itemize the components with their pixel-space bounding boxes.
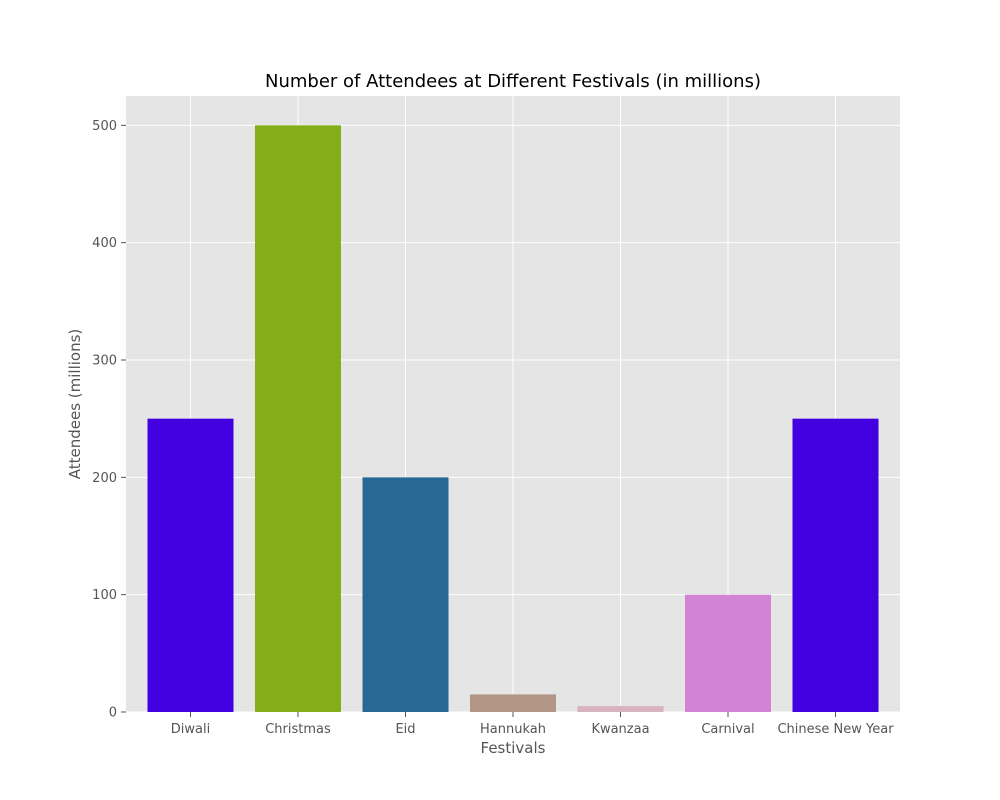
x-tick-label: Eid (395, 722, 415, 737)
y-tick-label: 300 (92, 354, 117, 369)
x-tick-label: Diwali (171, 722, 210, 737)
bar-kwanzaa (577, 706, 664, 712)
bar-chinese-new-year (792, 418, 879, 712)
x-tick-label: Kwanzaa (591, 722, 649, 737)
y-tick-label: 0 (109, 706, 117, 721)
y-axis: 0 100 200 300 400 500 (92, 119, 126, 721)
y-tick-label: 500 (92, 119, 117, 134)
bar-eid (362, 477, 449, 712)
y-tick-label: 100 (92, 588, 117, 603)
bars-group (147, 125, 879, 713)
bar-hannukah (470, 694, 556, 712)
bar-diwali (147, 418, 234, 712)
x-axis-label: Festivals (481, 739, 546, 757)
x-tick-label: Chinese New Year (777, 722, 894, 737)
x-tick-label: Christmas (265, 722, 331, 737)
bar-christmas (255, 125, 341, 713)
y-tick-label: 400 (92, 236, 117, 251)
x-tick-label: Hannukah (480, 722, 546, 737)
chart-title: Number of Attendees at Different Festiva… (265, 71, 761, 92)
x-tick-label: Carnival (701, 722, 754, 737)
x-axis: Diwali Christmas Eid Hannukah Kwanzaa Carniva… (171, 712, 894, 737)
bar-carnival (685, 594, 771, 712)
y-tick-label: 200 (92, 471, 117, 486)
y-axis-label: Attendees (millions) (66, 329, 84, 480)
